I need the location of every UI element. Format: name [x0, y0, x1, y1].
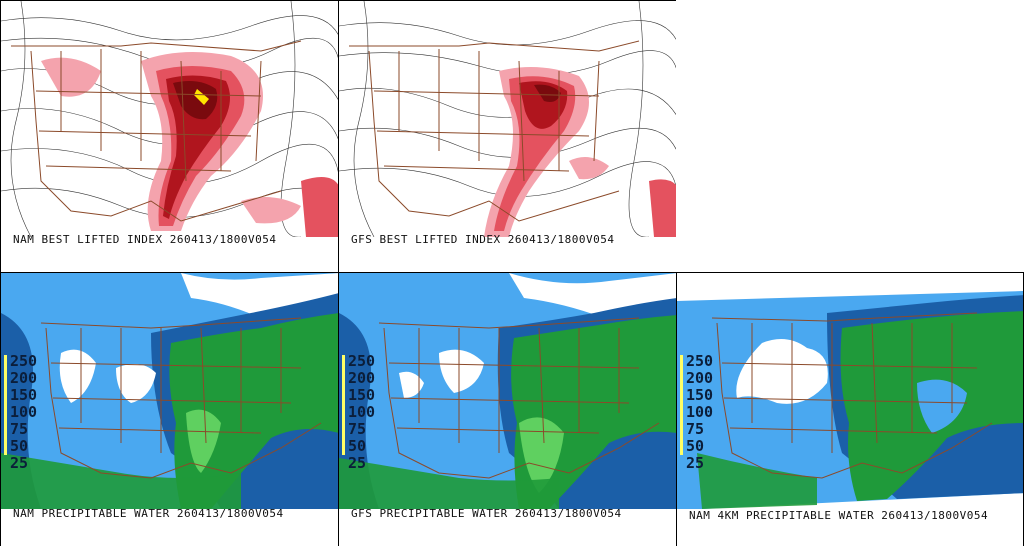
legend-value: 200 [348, 369, 376, 387]
legend-value: 25 [686, 454, 705, 472]
legend-value: 250 [348, 352, 376, 370]
nam4km-precipitable-water-panel: 250 200 150 100 75 50 25 NAM 4KM PRECIPI… [676, 272, 1024, 546]
legend-value: 100 [10, 403, 38, 421]
legend-value: 75 [348, 420, 367, 438]
legend-value: 250 [10, 352, 38, 370]
nam-precipitable-water-panel: 250 200 150 100 75 50 25 NAM PRECIPITABL… [0, 272, 338, 546]
legend-value: 100 [348, 403, 376, 421]
legend-value: 200 [10, 369, 38, 387]
legend-value: 250 [686, 352, 714, 370]
gfs-lifted-index-panel: GFS BEST LIFTED INDEX 260413/1800V054 [338, 0, 676, 272]
nam-lifted-index-panel: NAM BEST LIFTED INDEX 260413/1800V054 [0, 0, 338, 272]
legend-value: 25 [10, 454, 29, 472]
legend-color-bar [4, 355, 7, 455]
gfs-precipitable-water-caption: GFS PRECIPITABLE WATER 260413/1800V054 [351, 507, 622, 520]
legend-value: 50 [348, 437, 367, 455]
gfs-lifted-index-map [339, 1, 676, 272]
nam-lifted-index-map [1, 1, 338, 272]
nam-precipitable-water-caption: NAM PRECIPITABLE WATER 260413/1800V054 [13, 507, 284, 520]
gfs-precipitable-water-map [339, 273, 676, 546]
legend-color-bar [342, 355, 345, 455]
legend-value: 200 [686, 369, 714, 387]
legend-color-bar [680, 355, 683, 455]
nam-precipitable-water-map [1, 273, 338, 546]
legend-value: 75 [10, 420, 29, 438]
legend-value: 50 [10, 437, 29, 455]
legend-value: 150 [10, 386, 38, 404]
nam4km-precipitable-water-map [677, 273, 1023, 546]
legend-value: 150 [348, 386, 376, 404]
gfs-precipitable-water-panel: 250 200 150 100 75 50 25 GFS PRECIPITABL… [338, 272, 676, 546]
legend-value: 50 [686, 437, 705, 455]
nam4km-precipitable-water-caption: NAM 4KM PRECIPITABLE WATER 260413/1800V0… [689, 509, 989, 522]
legend-value: 150 [686, 386, 714, 404]
legend-value: 25 [348, 454, 367, 472]
nam-lifted-index-caption: NAM BEST LIFTED INDEX 260413/1800V054 [13, 233, 277, 246]
gfs-lifted-index-caption: GFS BEST LIFTED INDEX 260413/1800V054 [351, 233, 615, 246]
legend-value: 75 [686, 420, 705, 438]
legend-value: 100 [686, 403, 714, 421]
